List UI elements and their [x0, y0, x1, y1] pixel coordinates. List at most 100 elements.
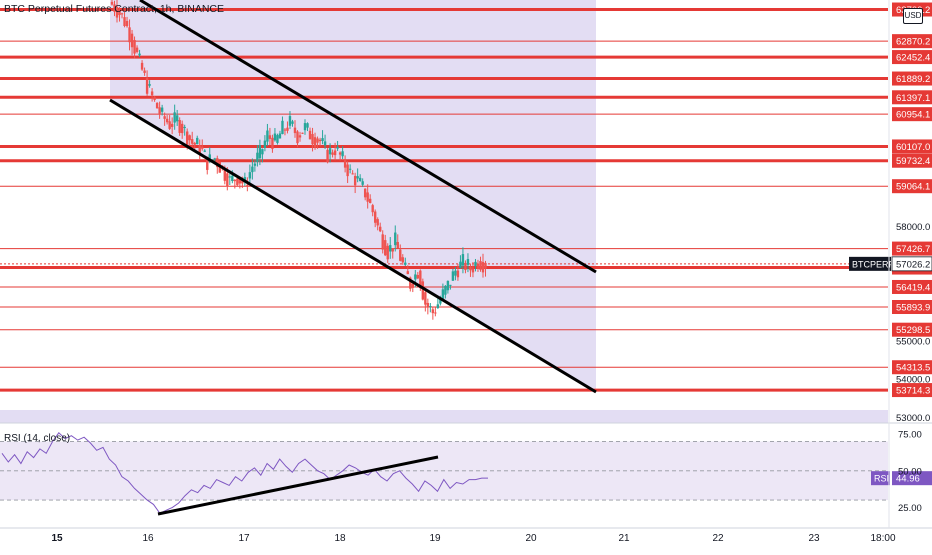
candle-body [186, 131, 189, 145]
candle-body [160, 107, 164, 112]
candle-body [133, 40, 136, 54]
candle-body [358, 177, 362, 182]
candle-body [414, 274, 417, 280]
rsi-tick-label: 75.00 [898, 430, 922, 441]
candle-body [113, 4, 116, 12]
candle-body [464, 262, 467, 271]
rsi-tick-label: 25.00 [898, 503, 922, 514]
candle-body [175, 115, 179, 122]
candle-body [198, 145, 201, 154]
candle-body [384, 240, 387, 256]
level-label-bg [892, 107, 932, 122]
candle-body [226, 173, 229, 187]
level-label-bg [892, 90, 932, 105]
x-tick-label: 22 [712, 533, 724, 544]
candle-body [143, 70, 146, 73]
currency-badge[interactable]: USD [903, 8, 923, 24]
candle-body [434, 312, 437, 314]
candle-body [396, 241, 399, 249]
candle-body [436, 304, 440, 309]
x-tick-label: 21 [618, 533, 630, 544]
candle-body [256, 152, 259, 162]
candle-body [374, 211, 377, 223]
candle-body [376, 219, 379, 226]
candle-body [406, 271, 409, 275]
candle-body [251, 166, 254, 173]
candle-body [321, 138, 324, 141]
candle-body [130, 33, 134, 48]
candle-body [303, 123, 307, 131]
candle-body [456, 270, 460, 278]
candle-body [273, 133, 277, 141]
candle-body [429, 306, 432, 308]
candle-body [276, 135, 279, 143]
candle-body [263, 140, 267, 148]
price-tick-label: 55000.0 [896, 337, 930, 348]
candle-body [261, 149, 264, 155]
x-tick-label: 16 [142, 533, 154, 544]
candle-body [379, 226, 382, 232]
candle-body [238, 177, 242, 184]
candle-body [301, 132, 304, 134]
level-label: 60107.0 [896, 142, 930, 153]
last-price-label-bg [891, 256, 932, 272]
level-label: 53714.3 [896, 386, 930, 397]
candle-body [343, 160, 347, 168]
level-label-bg [892, 322, 932, 337]
candle-body [459, 261, 462, 269]
candle-body [120, 13, 124, 15]
candle-body [449, 284, 452, 286]
candle-body [291, 121, 294, 124]
candle-body [203, 150, 206, 152]
candle-body [228, 176, 232, 178]
candle-body [188, 135, 191, 141]
candle-body [286, 127, 289, 131]
level-label-bg [892, 139, 932, 154]
candle-body [399, 249, 402, 261]
level-label: 59732.4 [896, 156, 930, 167]
candle-body [158, 107, 161, 114]
candle-body [333, 150, 337, 156]
chart-title: BTC Perpetual Futures Contract, 1h, BINA… [4, 3, 225, 15]
candle-body [386, 245, 389, 260]
candle-body [153, 97, 156, 100]
price-tick-label: 54000.0 [896, 375, 930, 386]
rsi-tag: RSI [874, 474, 889, 484]
candle-body [288, 116, 292, 126]
candle-body [444, 285, 447, 295]
symbol-tag-bg [849, 256, 891, 271]
candle-body [123, 17, 126, 27]
last-price-label: 57026.2 [896, 259, 930, 270]
x-tick-label: 23 [808, 533, 820, 544]
candle-body [391, 248, 394, 252]
level-label: 55298.5 [896, 325, 930, 336]
candle-body [193, 142, 196, 145]
candle-body [311, 134, 314, 145]
candle-body [323, 141, 327, 146]
candle-body [361, 181, 364, 185]
level-label-bg [892, 241, 932, 256]
candle-body [293, 127, 297, 134]
rsi-series-line [1, 432, 488, 514]
candle-body [484, 262, 487, 269]
rsi-tag-bg [871, 471, 890, 486]
candle-body [148, 84, 151, 86]
candle-body [115, 6, 119, 18]
candle-body [206, 156, 209, 170]
candle-body [125, 20, 129, 27]
candle-body [416, 275, 420, 279]
trendlines-layer [109, 0, 597, 394]
price-tick-label: 58000.0 [896, 222, 930, 233]
candle-body [268, 135, 272, 139]
level-label-bg [892, 153, 932, 168]
level-label-bg [892, 360, 932, 375]
candle-body [316, 138, 319, 143]
candle-body [283, 129, 287, 131]
x-tick-label: 19 [429, 533, 441, 544]
candle-body [308, 130, 312, 140]
candle-body [165, 118, 169, 123]
rsi-value-label: 44.96 [896, 474, 920, 485]
candle-body [481, 261, 485, 273]
channel-upper-trendline [139, 0, 597, 274]
